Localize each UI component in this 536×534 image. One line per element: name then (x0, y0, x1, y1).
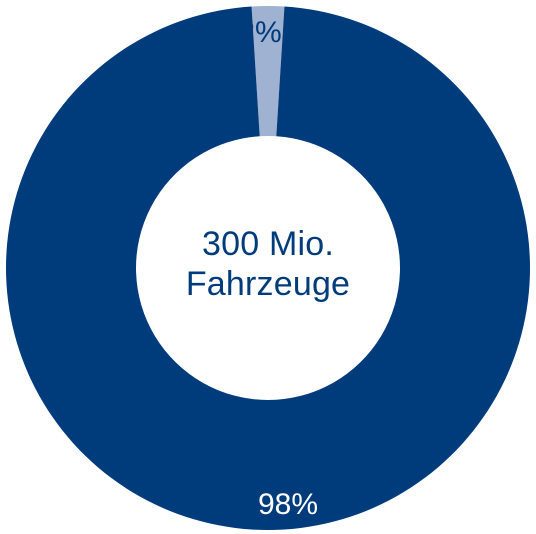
center-label-line-2: Fahrzeuge (185, 265, 351, 303)
center-label: 300 Mio. Fahrzeuge (150, 224, 386, 304)
slice-98-percent (6, 6, 530, 531)
slice-label-2-percent: 2% (238, 16, 281, 49)
slice-label-98-percent: 98% (258, 488, 318, 521)
slice-2-percent (251, 6, 285, 137)
center-label-line-1: 300 Mio. (201, 225, 334, 263)
